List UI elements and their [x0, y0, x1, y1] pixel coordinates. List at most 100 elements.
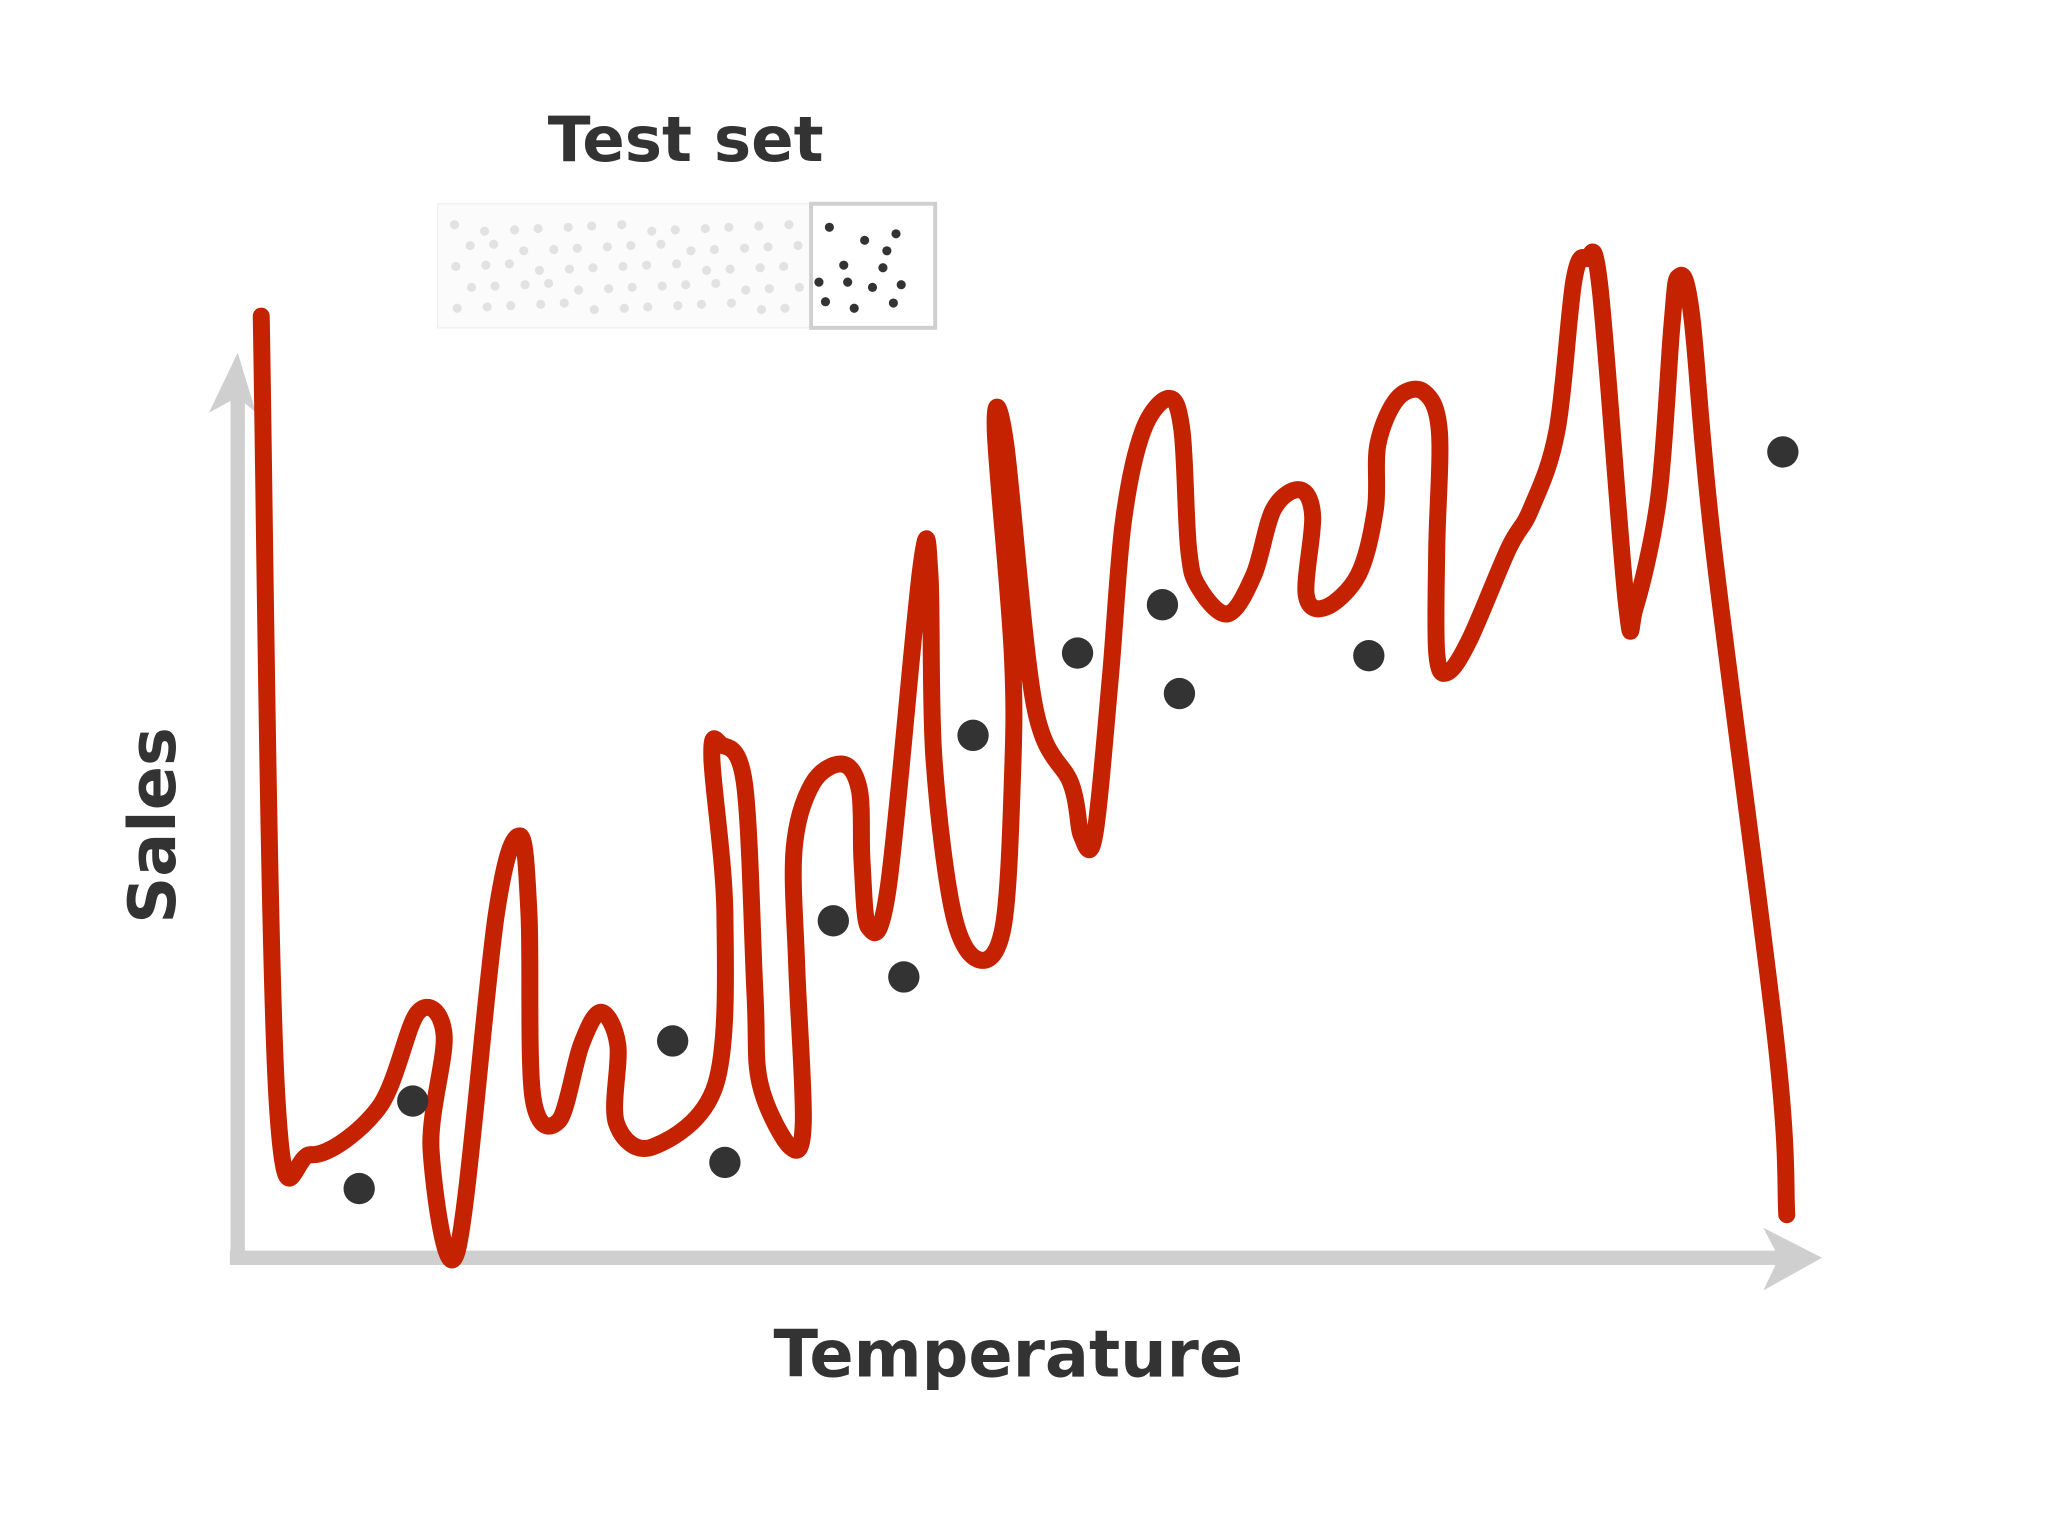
dot: [843, 277, 853, 287]
dot: [814, 277, 824, 287]
faded-dot: [504, 259, 514, 269]
test-dots: [814, 222, 906, 313]
faded-dot: [617, 220, 627, 230]
dot: [882, 246, 892, 256]
faded-dot: [536, 299, 546, 309]
faded-dot: [506, 301, 516, 311]
dot: [1146, 589, 1179, 621]
dot: [1767, 436, 1799, 468]
faded-dot: [489, 239, 499, 249]
faded-dot: [564, 264, 575, 274]
faded-dot: [490, 281, 500, 291]
dot: [888, 961, 920, 993]
faded-dot: [724, 222, 734, 232]
faded-dot: [510, 225, 520, 235]
test-points: [343, 436, 1799, 1205]
faded-dot: [587, 221, 597, 231]
faded-dot: [647, 226, 657, 236]
faded-dot: [681, 280, 691, 290]
faded-dot: [670, 225, 680, 235]
faded-dot: [709, 244, 720, 255]
faded-dot: [588, 263, 598, 273]
faded-dot: [549, 244, 559, 255]
faded-dot: [764, 284, 774, 294]
axes: [229, 381, 1800, 1265]
faded-dot: [779, 261, 789, 272]
faded-dot: [559, 298, 569, 308]
dot: [878, 263, 888, 273]
faded-dot: [519, 246, 529, 256]
faded-dot: [627, 282, 637, 292]
x-arrow: [1763, 1227, 1823, 1291]
faded-dot: [534, 265, 544, 275]
faded-dot: [626, 240, 636, 251]
faded-dot: [756, 304, 767, 315]
faded-dot: [618, 261, 628, 272]
dot: [860, 235, 870, 245]
faded-dot: [673, 301, 683, 311]
dot: [957, 719, 989, 752]
dot: [709, 1146, 741, 1179]
test-set-title: Test set: [548, 103, 824, 176]
faded-dot: [763, 242, 773, 252]
faded-dot: [696, 299, 706, 309]
faded-dot: [755, 263, 765, 273]
faded-dot: [725, 264, 735, 274]
faded-dot: [711, 278, 721, 288]
faded-dot: [563, 222, 573, 232]
faded-dot: [726, 298, 736, 308]
faded-dot: [572, 243, 582, 253]
faded-dot: [784, 220, 794, 230]
faded-dot: [656, 239, 666, 249]
faded-dot: [741, 285, 751, 295]
faded-dot: [657, 281, 667, 291]
dataset-strip: [436, 201, 938, 330]
dot: [888, 298, 898, 308]
faded-dot: [574, 285, 584, 295]
faded-dot: [481, 260, 491, 270]
dot: [1061, 637, 1094, 669]
faded-dot: [794, 282, 804, 292]
faded-dot: [672, 259, 682, 269]
y-arrow: [208, 352, 256, 413]
dot: [849, 303, 859, 313]
faded-dot: [451, 261, 461, 272]
dot: [817, 905, 849, 937]
overfit-curve: [252, 243, 1796, 1269]
faded-dot: [702, 265, 712, 275]
faded-dot: [643, 302, 653, 312]
dot: [891, 229, 901, 239]
faded-dot: [465, 240, 475, 251]
dot: [820, 297, 831, 307]
faded-dot: [482, 302, 492, 312]
dot: [867, 282, 878, 292]
faded-dot: [466, 282, 477, 292]
faded-dot: [589, 304, 599, 315]
dot: [343, 1172, 375, 1205]
faded-dot: [754, 221, 764, 231]
faded-dot: [533, 224, 543, 234]
test-box: [809, 201, 938, 330]
faded-dot: [700, 224, 710, 234]
faded-dot: [604, 284, 614, 294]
dot: [839, 260, 849, 270]
faded-dot: [520, 280, 530, 290]
faded-dot: [793, 240, 803, 251]
faded-dot: [544, 278, 554, 288]
y-axis-label: Sales: [115, 727, 191, 924]
faded-dot: [619, 303, 629, 313]
faded-dot: [480, 226, 490, 236]
faded-dot: [739, 243, 750, 253]
faded-dot: [780, 303, 790, 313]
dot: [1163, 677, 1196, 710]
train-dots: [449, 220, 804, 315]
faded-dot: [641, 260, 652, 270]
dot: [824, 222, 834, 232]
dot: [896, 280, 906, 290]
dot: [397, 1085, 429, 1117]
faded-dot: [686, 246, 696, 256]
faded-dot: [602, 242, 612, 252]
